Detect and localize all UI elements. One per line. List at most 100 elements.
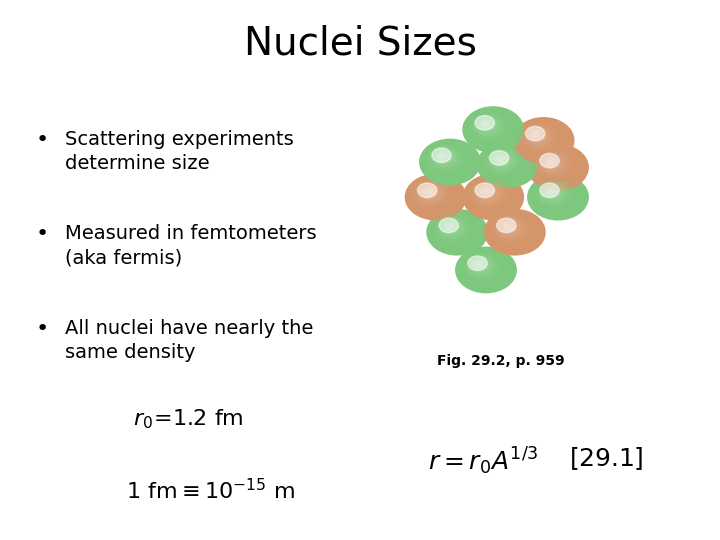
Circle shape (541, 154, 564, 172)
Circle shape (488, 150, 516, 171)
Circle shape (493, 216, 527, 241)
Circle shape (475, 116, 495, 130)
Circle shape (474, 115, 502, 136)
Text: $1 \ \mathrm{fm} \equiv 10^{-15} \ \mathrm{m}$: $1 \ \mathrm{fm} \equiv 10^{-15} \ \math… (126, 478, 295, 503)
Circle shape (485, 210, 545, 255)
Circle shape (463, 107, 523, 152)
Circle shape (484, 147, 523, 177)
Circle shape (469, 179, 509, 209)
Circle shape (447, 225, 453, 229)
Circle shape (522, 124, 556, 150)
Circle shape (481, 120, 492, 129)
Circle shape (440, 154, 446, 159)
Circle shape (476, 262, 482, 267)
Circle shape (474, 183, 502, 204)
Circle shape (467, 255, 495, 276)
Circle shape (427, 210, 487, 255)
Circle shape (463, 174, 523, 220)
Circle shape (531, 147, 577, 181)
Circle shape (459, 250, 505, 284)
Circle shape (495, 218, 523, 239)
Circle shape (431, 212, 476, 246)
Circle shape (490, 151, 509, 165)
Circle shape (433, 149, 456, 166)
Circle shape (412, 179, 451, 209)
Text: Nuclei Sizes: Nuclei Sizes (243, 24, 477, 62)
Circle shape (433, 214, 473, 244)
Circle shape (464, 254, 498, 279)
Circle shape (426, 190, 431, 194)
Circle shape (517, 120, 562, 154)
Circle shape (479, 186, 495, 199)
Circle shape (548, 190, 554, 194)
Text: $r_0\!=\! 1.2 \ \mathrm{fm}$: $r_0\!=\! 1.2 \ \mathrm{fm}$ (133, 408, 244, 431)
Circle shape (443, 221, 459, 234)
Circle shape (534, 179, 574, 209)
Circle shape (414, 181, 448, 206)
Circle shape (477, 142, 538, 187)
Circle shape (440, 219, 463, 237)
Circle shape (544, 186, 560, 199)
Circle shape (486, 148, 520, 174)
Circle shape (428, 146, 462, 171)
Circle shape (426, 144, 466, 174)
Circle shape (481, 188, 492, 197)
Circle shape (513, 118, 574, 163)
Circle shape (476, 184, 499, 201)
Circle shape (534, 133, 539, 137)
Circle shape (540, 183, 559, 198)
Circle shape (505, 225, 510, 229)
Circle shape (528, 174, 588, 220)
Circle shape (546, 158, 557, 167)
Circle shape (418, 184, 441, 201)
Circle shape (467, 110, 512, 144)
Circle shape (474, 261, 485, 269)
Circle shape (495, 156, 507, 164)
Text: Scattering experiments
determine size: Scattering experiments determine size (65, 130, 294, 173)
Circle shape (472, 181, 505, 206)
Circle shape (479, 119, 495, 131)
Circle shape (432, 148, 451, 163)
Circle shape (439, 218, 459, 233)
Circle shape (548, 160, 554, 164)
Text: •: • (36, 319, 49, 339)
Circle shape (409, 177, 454, 211)
Circle shape (418, 183, 437, 198)
Circle shape (546, 188, 557, 197)
Circle shape (534, 150, 574, 179)
Circle shape (493, 154, 510, 166)
Text: Fig. 29.2, p. 959: Fig. 29.2, p. 959 (436, 354, 564, 368)
Circle shape (531, 131, 543, 140)
Text: Measured in femtometers
(aka fermis): Measured in femtometers (aka fermis) (65, 224, 316, 267)
Circle shape (526, 127, 549, 145)
Circle shape (456, 247, 516, 293)
Circle shape (520, 123, 559, 152)
Circle shape (476, 117, 499, 134)
Circle shape (536, 151, 570, 177)
Circle shape (472, 259, 488, 272)
Circle shape (481, 145, 526, 179)
Circle shape (462, 252, 502, 282)
Text: $\left[29.1\right]$: $\left[29.1\right]$ (569, 446, 644, 472)
Circle shape (490, 152, 513, 169)
Circle shape (488, 212, 534, 246)
Text: •: • (36, 130, 49, 150)
Circle shape (438, 153, 449, 161)
Circle shape (531, 177, 577, 211)
Circle shape (500, 221, 517, 234)
Circle shape (541, 184, 564, 201)
Circle shape (491, 214, 531, 244)
Circle shape (483, 190, 489, 194)
Circle shape (423, 188, 435, 197)
Text: •: • (36, 224, 49, 244)
Circle shape (469, 112, 509, 141)
Circle shape (498, 219, 521, 237)
Circle shape (475, 183, 495, 198)
Circle shape (540, 153, 559, 168)
Circle shape (423, 142, 469, 176)
Circle shape (445, 223, 456, 232)
Circle shape (524, 126, 552, 147)
Circle shape (420, 139, 480, 185)
Circle shape (431, 147, 459, 168)
Circle shape (529, 130, 546, 142)
